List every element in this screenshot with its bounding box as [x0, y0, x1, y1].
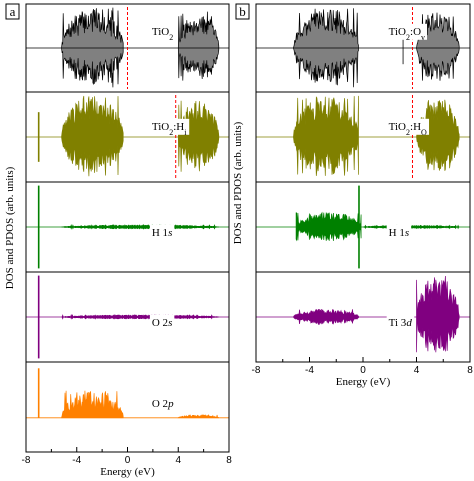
subplot-3: H 1s	[26, 185, 229, 269]
x-tick-label: -4	[72, 455, 81, 466]
x-axis-title: Energy (eV)	[100, 466, 155, 478]
series-label-bg	[386, 315, 415, 331]
x-tick-label: 8	[467, 365, 473, 376]
series-1	[293, 95, 359, 176]
y-axis-label-b: DOS and PDOS (arb. units)	[232, 121, 244, 245]
series-label: O 2s	[152, 317, 172, 329]
x-tick-label: 8	[226, 455, 232, 466]
series-label-bg	[149, 225, 175, 241]
subplot-4: O 2s	[26, 275, 229, 359]
series-label: TiO2	[152, 26, 173, 42]
series-label: H 1s	[152, 227, 172, 239]
subplot-2: TiO2:Hi	[26, 95, 229, 179]
series-label: O 2p	[152, 398, 174, 410]
panel-letter-box	[5, 3, 20, 20]
series-3	[177, 414, 220, 419]
subplot-5: O 2p	[26, 368, 229, 419]
panel-a: TiO2 TiO2:Hi H 1s O 2s O 2p -8 -4 0 4 8 Energy (eV…	[5, 3, 232, 478]
x-tick-label: 4	[175, 455, 181, 466]
series-2	[416, 275, 460, 353]
series-label: TiO2:Hi	[152, 121, 187, 137]
series-2	[61, 95, 124, 177]
subplot-1: TiO2:Ov	[256, 7, 470, 89]
series-label-bg	[149, 118, 190, 135]
series-label-bg	[386, 225, 412, 241]
series-2	[177, 11, 220, 81]
subplot-2: TiO2:HO	[256, 95, 470, 179]
panel-letter-box	[235, 3, 250, 20]
series-label: Ti 3d	[389, 317, 413, 329]
series-label: TiO2:Ov	[389, 26, 425, 42]
series-label-bg	[386, 23, 428, 40]
series-1	[61, 7, 124, 88]
series-label-bg	[149, 396, 177, 412]
series-3	[416, 12, 460, 81]
subplot-4: Ti 3d	[256, 275, 470, 353]
x-tick-label: -8	[22, 455, 31, 466]
x-tick-label: 4	[414, 365, 420, 376]
series-label: TiO2:HO	[389, 121, 427, 137]
subplot-1: TiO2	[26, 7, 229, 89]
series-label-bg	[149, 23, 176, 40]
x-tick-label: 0	[360, 365, 366, 376]
panel-b: TiO2:Ov TiO2:HO H 1s Ti 3d -8 -4 0 4 8 Energy (eV…	[235, 3, 473, 388]
subplot-3: H 1s	[256, 185, 470, 269]
panel-letter: b	[239, 4, 246, 19]
x-axis-title: Energy (eV)	[336, 376, 391, 388]
series-label-bg	[149, 315, 175, 331]
x-tick-label: -8	[252, 365, 261, 376]
series-label-bg	[386, 118, 430, 135]
series-label: H 1s	[389, 227, 409, 239]
panel-letter: a	[10, 4, 16, 19]
y-axis-label-a: DOS and PDOS (arb. units)	[4, 166, 16, 290]
x-tick-label: -4	[305, 365, 314, 376]
series-2	[61, 390, 124, 419]
x-tick-label: 0	[125, 455, 131, 466]
